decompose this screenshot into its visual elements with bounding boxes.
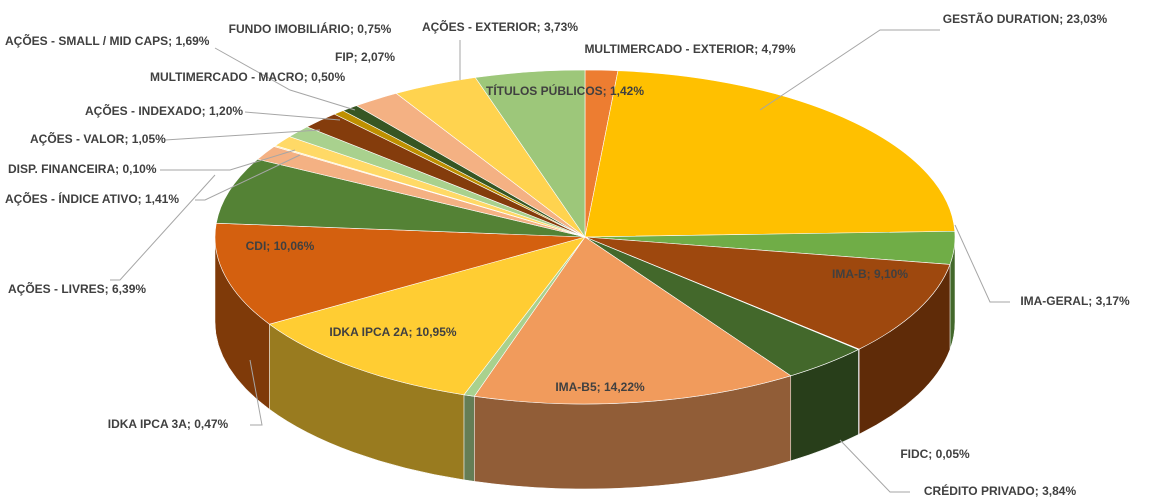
slice <box>473 236 792 405</box>
data-label: AÇÕES - ÍNDICE ATIVO; 1,41% <box>5 191 179 206</box>
leader-line <box>244 111 341 121</box>
leader-line <box>164 129 321 141</box>
data-label: IMA-B5; 14,22% <box>555 380 645 394</box>
leader-line <box>249 359 263 426</box>
data-label: AÇÕES - INDEXADO; 1,20% <box>85 103 243 118</box>
slice <box>474 69 586 238</box>
data-label: AÇÕES - SMALL / MID CAPS; 1,69% <box>5 33 210 48</box>
data-label: FUNDO IMOBILIÁRIO; 0,75% <box>229 21 392 36</box>
slice <box>268 236 586 396</box>
leader-line <box>954 224 1010 303</box>
data-label: MULTIMERCADO - MACRO; 0,50% <box>150 70 345 84</box>
leader-line <box>839 439 910 493</box>
slice <box>584 70 956 238</box>
data-label: TÍTULOS PÚBLICOS; 1,42% <box>486 83 644 98</box>
data-label: IMA-GERAL; 3,17% <box>1020 294 1130 308</box>
slice <box>214 222 586 325</box>
slice <box>215 158 586 238</box>
data-label: IDKA IPCA 2A; 10,95% <box>329 325 456 339</box>
slice <box>584 236 951 350</box>
data-label: IDKA IPCA 3A; 0,47% <box>108 417 229 431</box>
leader-line <box>214 47 356 111</box>
data-label: MULTIMERCADO - EXTERIOR; 4,79% <box>584 42 795 56</box>
data-label: DISP. FINANCEIRA; 0,10% <box>8 162 157 176</box>
leader-line <box>110 174 216 281</box>
slice-side <box>463 394 475 482</box>
leader-line <box>759 29 940 111</box>
data-label: AÇÕES - EXTERIOR; 3,73% <box>422 19 578 34</box>
leader-line <box>195 154 301 201</box>
data-label: FIDC; 0,05% <box>900 447 970 461</box>
data-label: CRÉDITO PRIVADO; 3,84% <box>924 483 1077 498</box>
data-label: AÇÕES - LIVRES; 6,39% <box>8 281 146 296</box>
data-label: GESTÃO DURATION; 23,03% <box>943 11 1108 26</box>
leader-line <box>160 149 296 171</box>
data-label: CDI; 10,06% <box>246 239 315 253</box>
data-label: AÇÕES - VALOR; 1,05% <box>30 131 166 146</box>
data-label: FIP; 2,07% <box>335 50 395 64</box>
data-label: IMA-B; 9,10% <box>832 267 908 281</box>
